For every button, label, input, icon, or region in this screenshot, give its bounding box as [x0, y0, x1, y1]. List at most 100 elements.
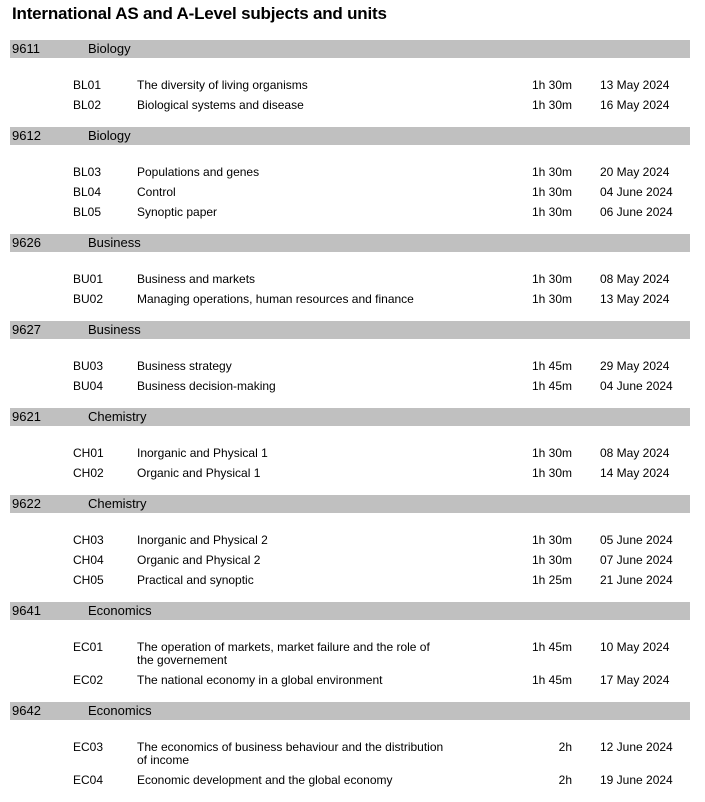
- unit-code: BU02: [73, 292, 104, 306]
- unit-date: 19 June 2024: [600, 773, 673, 787]
- unit-date: 04 June 2024: [600, 379, 673, 393]
- unit-code: BL04: [73, 185, 102, 199]
- subject-name: Chemistry: [88, 496, 147, 511]
- subject-name: Economics: [88, 603, 152, 618]
- unit-date: 08 May 2024: [600, 272, 670, 286]
- subject-code: 9621: [12, 409, 41, 424]
- subject-header: 9626 Business: [10, 234, 690, 252]
- unit-row: BU04 Business decision-making 1h 45m 04 Jun…: [10, 376, 690, 396]
- subject-header: 9641 Economics: [10, 602, 690, 620]
- unit-title: The operation of markets, market failure…: [137, 640, 430, 667]
- subject-group: 9626 Business BU01 Business and markets 1h 3…: [10, 234, 690, 309]
- unit-title: Biological systems and disease: [137, 98, 304, 112]
- unit-title: Economic development and the global econ…: [137, 773, 393, 787]
- unit-row: EC02 The national economy in a global env…: [10, 670, 690, 690]
- unit-title: Control: [137, 185, 176, 199]
- unit-list: EC01 The operation of markets, market fai…: [10, 620, 690, 690]
- unit-list: CH01 Inorganic and Physical 1 1h 30m 08 May…: [10, 426, 690, 483]
- unit-code: BL05: [73, 205, 102, 219]
- unit-date: 13 May 2024: [600, 78, 670, 92]
- unit-date: 08 May 2024: [600, 446, 670, 460]
- subject-code: 9611: [12, 41, 40, 56]
- unit-row: BL05 Synoptic paper 1h 30m 06 June 2024: [10, 202, 690, 222]
- unit-duration: 1h 30m: [531, 466, 572, 480]
- unit-title: Business strategy: [137, 359, 232, 373]
- unit-date: 04 June 2024: [600, 185, 673, 199]
- unit-row: BU01 Business and markets 1h 30m 08 May 202…: [10, 269, 690, 289]
- unit-code: EC04: [73, 773, 104, 787]
- subject-name: Business: [88, 322, 141, 337]
- unit-code: EC02: [73, 673, 104, 687]
- unit-title: The national economy in a global environ…: [137, 673, 383, 687]
- unit-title: Populations and genes: [137, 165, 260, 179]
- unit-title: Business decision-making: [137, 379, 276, 393]
- unit-title: Synoptic paper: [137, 205, 218, 219]
- unit-row: CH04 Organic and Physical 2 1h 30m 07 June …: [10, 550, 690, 570]
- unit-duration: 1h 45m: [531, 379, 572, 393]
- unit-date: 10 May 2024: [600, 640, 670, 654]
- subject-header: 9612 Biology: [10, 127, 690, 145]
- subject-name: Biology: [88, 41, 131, 56]
- subject-code: 9627: [12, 322, 41, 337]
- unit-duration: 2h: [558, 773, 572, 787]
- subject-name: Biology: [88, 128, 131, 143]
- unit-title: Inorganic and Physical 2: [137, 533, 268, 547]
- unit-row: EC01 The operation of markets, market fai…: [10, 637, 690, 670]
- unit-title: Inorganic and Physical 1: [137, 446, 268, 460]
- subject-code: 9626: [12, 235, 41, 250]
- unit-duration: 1h 30m: [531, 292, 572, 306]
- unit-date: 16 May 2024: [600, 98, 670, 112]
- unit-row: CH05 Practical and synoptic 1h 25m 21 June …: [10, 570, 690, 590]
- unit-date: 06 June 2024: [600, 205, 673, 219]
- subject-name: Chemistry: [88, 409, 147, 424]
- subject-group: 9621 Chemistry CH01 Inorganic and Physical …: [10, 408, 690, 483]
- unit-row: BU03 Business strategy 1h 45m 29 May 2024: [10, 356, 690, 376]
- subject-group: 9641 Economics EC01 The operation of market…: [10, 602, 690, 690]
- unit-duration: 1h 45m: [531, 640, 572, 654]
- unit-date: 05 June 2024: [600, 533, 673, 547]
- subject-header: 9642 Economics: [10, 702, 690, 720]
- unit-list: EC03 The economics of business behaviour …: [10, 720, 690, 790]
- unit-title: Practical and synoptic: [137, 573, 254, 587]
- unit-duration: 2h: [558, 740, 572, 754]
- subject-header: 9627 Business: [10, 321, 690, 339]
- subject-group: 9611 Biology BL01 The diversity of living o…: [10, 40, 690, 115]
- unit-date: 20 May 2024: [600, 165, 670, 179]
- unit-code: BU04: [73, 379, 104, 393]
- unit-row: EC03 The economics of business behaviour …: [10, 737, 690, 770]
- subject-header: 9621 Chemistry: [10, 408, 690, 426]
- unit-duration: 1h 25m: [531, 573, 572, 587]
- unit-row: CH03 Inorganic and Physical 2 1h 30m 05 Jun…: [10, 530, 690, 550]
- unit-duration: 1h 30m: [531, 446, 572, 460]
- subject-group: 9612 Biology BL03 Populations and genes 1h 3…: [10, 127, 690, 222]
- unit-code: CH05: [73, 573, 104, 587]
- unit-row: EC04 Economic development and the global …: [10, 770, 690, 790]
- unit-duration: 1h 30m: [531, 78, 572, 92]
- unit-date: 17 May 2024: [600, 673, 670, 687]
- unit-list: CH03 Inorganic and Physical 2 1h 30m 05 Jun…: [10, 513, 690, 590]
- subject-code: 9612: [12, 128, 41, 143]
- unit-duration: 1h 30m: [531, 165, 572, 179]
- unit-duration: 1h 30m: [531, 533, 572, 547]
- unit-date: 29 May 2024: [600, 359, 670, 373]
- unit-code: CH01: [73, 446, 104, 460]
- unit-title: The diversity of living organisms: [137, 78, 308, 92]
- unit-code: BU01: [73, 272, 104, 286]
- subject-group: 9622 Chemistry CH03 Inorganic and Physical …: [10, 495, 690, 590]
- unit-date: 21 June 2024: [600, 573, 673, 587]
- unit-duration: 1h 30m: [531, 185, 572, 199]
- unit-code: BL02: [73, 98, 102, 112]
- subject-header: 9622 Chemistry: [10, 495, 690, 513]
- unit-row: CH01 Inorganic and Physical 1 1h 30m 08 May…: [10, 443, 690, 463]
- unit-row: BL01 The diversity of living organisms 1h …: [10, 75, 690, 95]
- unit-row: BL02 Biological systems and disease 1h 30m…: [10, 95, 690, 115]
- subject-header: 9611 Biology: [10, 40, 690, 58]
- unit-date: 13 May 2024: [600, 292, 670, 306]
- unit-title: Organic and Physical 1: [137, 466, 261, 480]
- unit-code: CH02: [73, 466, 104, 480]
- unit-duration: 1h 45m: [531, 673, 572, 687]
- unit-title: Business and markets: [137, 272, 256, 286]
- unit-row: BL04 Control 1h 30m 04 June 2024: [10, 182, 690, 202]
- unit-date: 07 June 2024: [600, 553, 673, 567]
- unit-list: BL01 The diversity of living organisms 1h …: [10, 58, 690, 115]
